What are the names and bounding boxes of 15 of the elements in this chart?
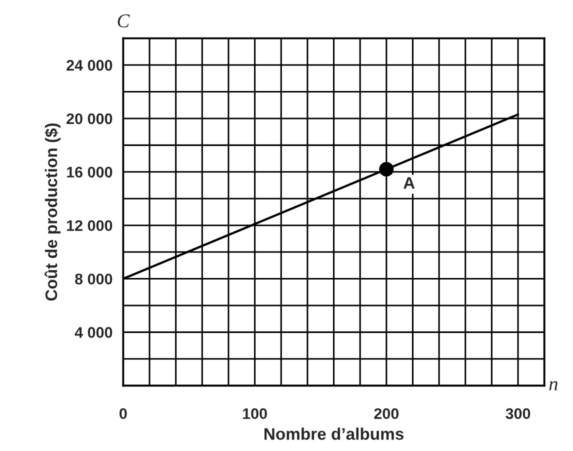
x-axis-title: Nombre d’albums (264, 428, 404, 440)
x-tick-label: 100 (243, 408, 267, 420)
series-label: A (404, 177, 415, 189)
y-tick-label: 12 000 (67, 220, 112, 232)
y-axis-title: Coût de production ($) (44, 123, 60, 301)
y-tick-label: 24 000 (66, 60, 112, 71)
y-tick-label: 20 000 (66, 113, 112, 124)
x-tick-label: 200 (374, 408, 399, 420)
y-tick-label: 16 000 (67, 166, 112, 178)
text: n (549, 381, 558, 390)
x-tick-label: 0 (120, 408, 127, 420)
x-tick-label: 300 (506, 408, 530, 420)
y-tick-label: 8 000 (75, 274, 112, 284)
text: C (118, 14, 130, 28)
y-tick-label: 4 000 (74, 327, 112, 338)
